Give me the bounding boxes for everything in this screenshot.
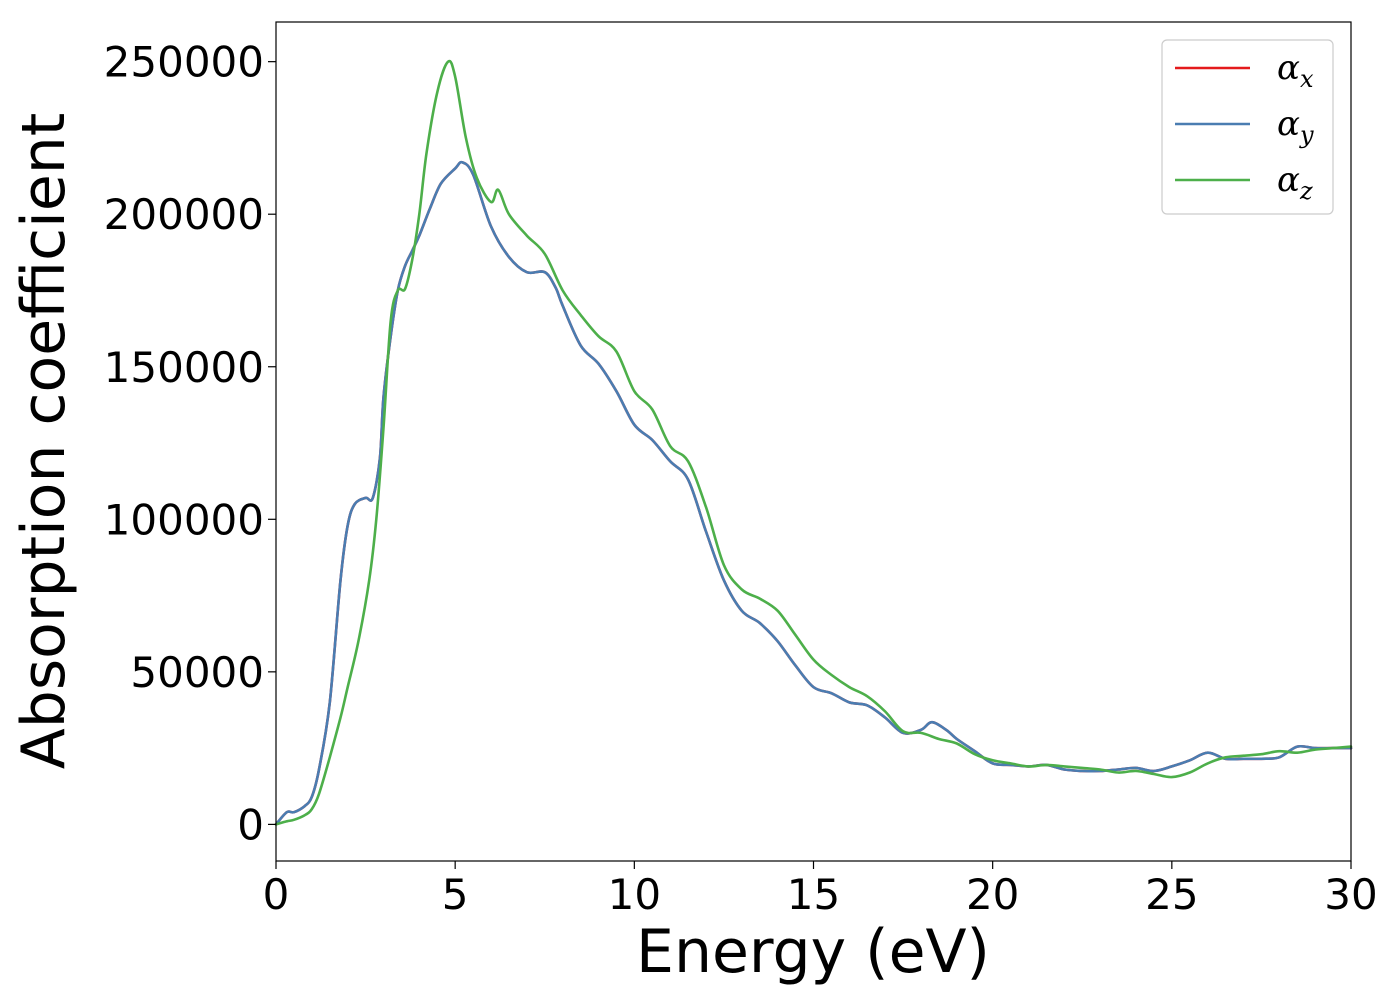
y-tick-label: 50000 <box>130 648 264 697</box>
x-axis-ticks: 0 5 10 15 20 25 30 <box>263 861 1378 919</box>
legend: αx αy αz <box>1161 39 1334 215</box>
y-tick-label: 200000 <box>104 190 264 239</box>
legend-items: αx αy αz <box>1175 48 1314 205</box>
x-tick-label: 20 <box>966 870 1019 919</box>
legend-label-z: αz <box>1277 160 1313 205</box>
series-line-y <box>274 160 1353 826</box>
y-tick-label: 0 <box>237 800 264 849</box>
x-tick-label: 0 <box>263 870 290 919</box>
x-tick-label: 5 <box>442 870 469 919</box>
x-tick-label: 10 <box>608 870 661 919</box>
x-tick-label: 30 <box>1324 870 1377 919</box>
y-tick-label: 150000 <box>104 343 264 392</box>
x-tick-label: 15 <box>787 870 840 919</box>
legend-frame <box>1161 39 1334 215</box>
series-line-x <box>274 160 1353 826</box>
y-tick-label: 250000 <box>104 38 264 87</box>
x-axis-label: Energy (eV) <box>636 917 990 987</box>
y-tick-label: 100000 <box>104 495 264 544</box>
plot-lines <box>274 59 1353 826</box>
y-axis-label: Absorption coefficient <box>9 113 79 770</box>
legend-label-x: αx <box>1277 48 1314 93</box>
x-tick-label: 25 <box>1145 870 1198 919</box>
legend-label-y: αy <box>1277 104 1314 149</box>
series-line-z <box>274 59 1353 826</box>
y-axis-ticks: 0 50000 100000 150000 200000 250000 <box>104 38 276 849</box>
